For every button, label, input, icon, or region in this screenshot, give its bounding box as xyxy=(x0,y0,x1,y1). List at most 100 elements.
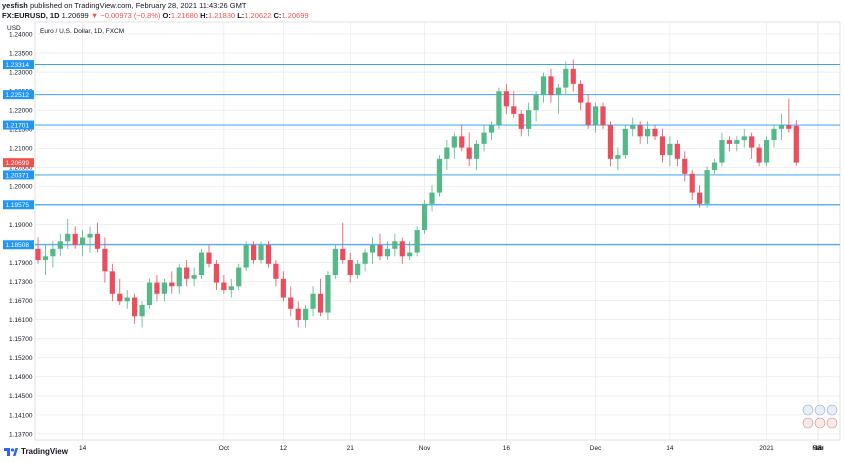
candle-body xyxy=(786,125,792,129)
level-tag-label: 1.20371 xyxy=(6,172,30,179)
level-tag-label: 1.19575 xyxy=(6,202,30,209)
y-tick-label: 1.21500 xyxy=(9,127,33,134)
candle-body xyxy=(139,305,145,317)
candle-body xyxy=(124,297,130,302)
candle-body xyxy=(236,267,242,287)
candle-body xyxy=(555,87,561,96)
candle-body xyxy=(35,248,41,261)
candle-body xyxy=(102,248,108,272)
candle-body xyxy=(347,260,353,276)
y-tick-label: 1.15200 xyxy=(9,355,33,362)
candle-body xyxy=(117,293,123,302)
candle-body xyxy=(518,113,524,129)
candle-body xyxy=(169,282,175,287)
candle-body xyxy=(273,263,279,279)
last-price-tag: 1.20699 xyxy=(3,158,34,168)
candle-body xyxy=(109,271,115,294)
y-tick-label: 1.16700 xyxy=(9,298,33,305)
x-tick-label: 14 xyxy=(79,445,87,452)
candle-body xyxy=(369,245,376,253)
x-tick-label: 16 xyxy=(503,445,511,452)
open-label: O: xyxy=(162,11,171,20)
plot-area xyxy=(34,21,841,441)
candle-body xyxy=(421,203,428,231)
x-tick-label: Nov xyxy=(419,445,431,452)
candle-body xyxy=(429,192,435,204)
high-label: H: xyxy=(200,11,208,20)
candle-body xyxy=(741,136,747,141)
y-tick-label: 1.17300 xyxy=(9,279,33,286)
x-tick-label: 21 xyxy=(347,445,355,452)
candle-body xyxy=(325,275,331,313)
candle-body xyxy=(132,297,138,317)
x-tick-label: Dec xyxy=(590,445,602,452)
candle-body xyxy=(652,128,658,137)
y-axis-unit: USD xyxy=(7,25,21,32)
y-tick-label: 1.20500 xyxy=(9,165,33,172)
close-label: C: xyxy=(273,11,282,20)
candle-body xyxy=(80,237,86,246)
candle-body xyxy=(65,233,71,242)
y-tick-label: 1.14100 xyxy=(9,412,33,419)
candle-body xyxy=(377,245,383,257)
y-tick-label: 1.23000 xyxy=(9,69,33,76)
candle-body xyxy=(451,136,457,148)
candle-body xyxy=(563,68,569,88)
candle-body xyxy=(526,110,532,129)
candle-body xyxy=(94,233,101,249)
candle-body xyxy=(637,125,643,137)
y-tick-label: 1.22000 xyxy=(9,107,33,114)
candle-body xyxy=(191,275,197,279)
candle-body xyxy=(749,136,755,148)
price-change: −0.00973 (−0.8%) xyxy=(100,11,161,20)
candle-body xyxy=(511,106,517,114)
chart-header: yesfish published on TradingView.com, Fe… xyxy=(2,1,309,21)
high-value: 1.21830 xyxy=(207,11,236,20)
candle-body xyxy=(496,91,502,126)
level-tag xyxy=(3,90,34,100)
candle-body xyxy=(206,252,212,264)
candle-body xyxy=(793,125,799,163)
candle-body xyxy=(697,192,703,204)
level-tag xyxy=(3,170,34,180)
y-tick-label: 1.21000 xyxy=(9,146,33,153)
event-flag-icon xyxy=(826,417,838,429)
candle-body xyxy=(154,282,160,294)
low-value: 1.20622 xyxy=(244,11,272,20)
candle-body xyxy=(146,282,153,306)
candle-body xyxy=(481,132,487,144)
candle-body xyxy=(265,245,272,264)
event-flag-icon xyxy=(814,404,826,416)
candle-body xyxy=(570,68,576,84)
candle-body xyxy=(310,293,316,309)
tradingview-logo[interactable]: TradingView xyxy=(4,447,68,456)
candle-body xyxy=(734,140,740,144)
level-tag xyxy=(3,60,34,70)
candle-body xyxy=(711,162,718,171)
candle-body xyxy=(280,278,286,298)
event-flag-icon xyxy=(802,404,814,416)
candle-body xyxy=(756,147,762,163)
y-tick-label: 1.14500 xyxy=(9,393,33,400)
y-tick-label: 1.20000 xyxy=(9,184,33,191)
y-tick-label: 1.23500 xyxy=(9,50,33,57)
x-tick-label: 2021 xyxy=(759,445,774,452)
candle-body xyxy=(384,248,391,257)
candle-body xyxy=(243,245,249,268)
publish-line: yesfish published on TradingView.com, Fe… xyxy=(2,1,309,11)
candle-body xyxy=(503,91,509,107)
candle-body xyxy=(332,248,338,276)
y-tick-label: 1.24000 xyxy=(9,31,33,38)
candle-body xyxy=(250,245,257,261)
level-tag xyxy=(3,240,34,250)
down-arrow-icon: ▼ xyxy=(90,11,99,20)
candle-body xyxy=(674,143,680,159)
y-tick-label: 1.19000 xyxy=(9,222,33,229)
y-tick-label: 1.16100 xyxy=(9,317,33,324)
candle-body xyxy=(592,106,599,126)
candle-body xyxy=(340,248,346,261)
open-value: 1.21680 xyxy=(170,11,198,20)
low-label: L: xyxy=(237,11,245,20)
